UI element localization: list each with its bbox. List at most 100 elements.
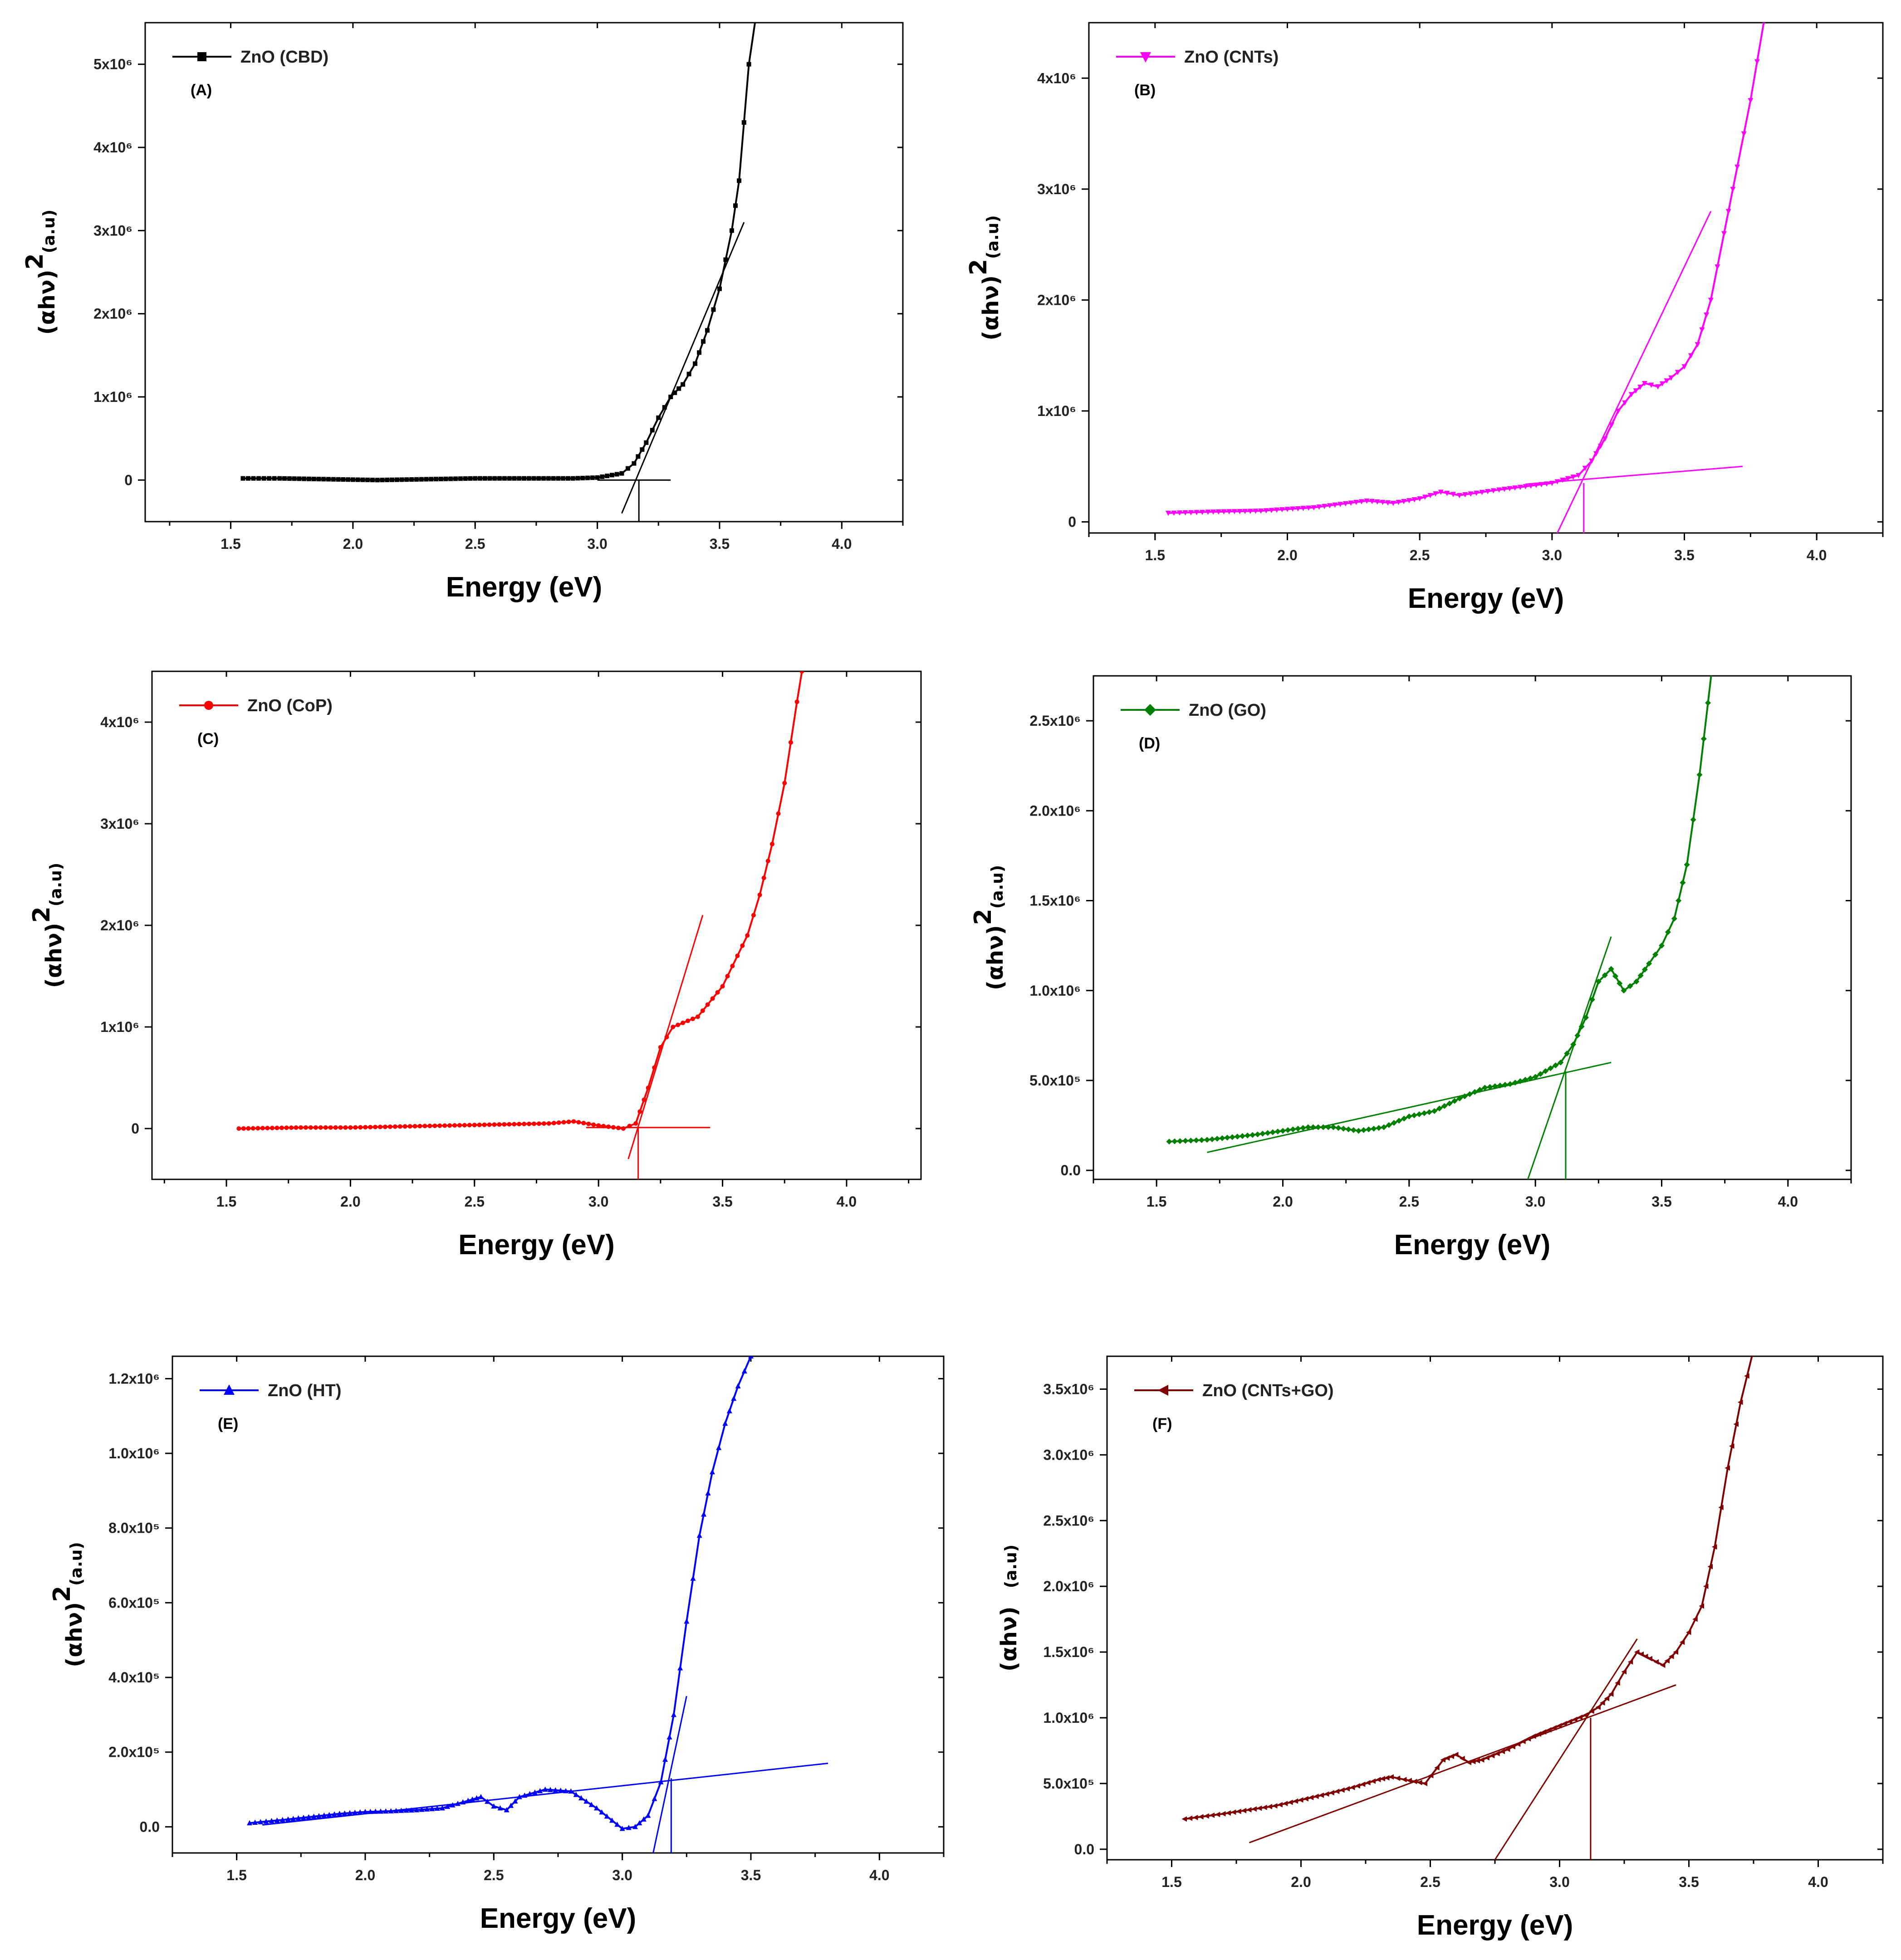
- chart-f-data-point: [1181, 1816, 1187, 1822]
- chart-b-xtick-label: 4.0: [1807, 547, 1827, 563]
- chart-f-data-point: [1329, 1790, 1334, 1796]
- chart-e-data-point: [367, 1808, 373, 1814]
- chart-d-data-point: [1350, 1127, 1357, 1133]
- chart-b-data-point: [1675, 370, 1681, 375]
- chart-a-data-point: [468, 476, 473, 481]
- chart-b-data-point: [1444, 490, 1450, 496]
- chart-d-data-point: [1595, 978, 1602, 985]
- chart-f-data-point: [1384, 1775, 1390, 1781]
- chart-a-data-point: [292, 476, 297, 481]
- chart-c-data-point: [382, 1124, 387, 1129]
- chart-e-data-point: [614, 1821, 620, 1827]
- chart-b-data-point: [1166, 510, 1171, 516]
- chart-d-xtick-label: 1.5: [1146, 1193, 1166, 1210]
- chart-c-data-point: [412, 1124, 417, 1129]
- chart-e-ytick-label: 1.0x10⁶: [108, 1445, 160, 1461]
- chart-f-data-point: [1557, 1723, 1562, 1729]
- chart-b-xtick-label: 2.0: [1277, 547, 1297, 563]
- chart-f-xtick-label: 2.0: [1291, 1874, 1311, 1890]
- chart-d-data-point: [1366, 1126, 1372, 1133]
- chart-d-data-point: [1335, 1125, 1342, 1131]
- chart-e-data-point: [578, 1795, 584, 1800]
- chart-a-data-point: [443, 476, 448, 481]
- chart-e-data-point: [372, 1808, 378, 1814]
- chart-d-frame: [1093, 675, 1852, 1180]
- chart-a-data-point: [487, 476, 492, 481]
- chart-b-data-point: [1182, 510, 1188, 516]
- chart-e-y-axis-title-main: (αhν): [62, 1602, 87, 1667]
- chart-b-data-point: [1385, 500, 1391, 506]
- chart-c-xtick-label: 3.0: [588, 1193, 608, 1210]
- chart-f-data-point: [1567, 1719, 1573, 1725]
- chart-b-data-point: [1565, 476, 1571, 482]
- chart-b-data-point: [1427, 493, 1433, 499]
- chart-a-data-point: [650, 428, 655, 433]
- chart-b-data-point: [1300, 506, 1306, 511]
- chart-d-data-point: [1426, 1109, 1432, 1115]
- chart-f-data-point: [1411, 1779, 1417, 1784]
- chart-c-data-point: [274, 1125, 279, 1130]
- chart-d-data-point: [1665, 929, 1671, 935]
- chart-b-data-point: [1681, 364, 1687, 370]
- chart-c-data-point: [289, 1125, 294, 1130]
- chart-a-data-point: [482, 476, 487, 481]
- chart-a-data-point: [365, 477, 370, 482]
- chart-f-data-point: [1288, 1799, 1293, 1805]
- chart-b-data-point: [1699, 327, 1705, 333]
- chart-c-data-point: [556, 1120, 561, 1125]
- chart-e-data-point: [337, 1811, 343, 1816]
- chart-a-fit-line: [621, 222, 745, 514]
- chart-e-data-point: [357, 1809, 363, 1815]
- chart-b-data-point: [1374, 499, 1380, 505]
- chart-b-xtick-label: 3.5: [1674, 547, 1694, 563]
- chart-f-data-point: [1475, 1758, 1480, 1764]
- chart-c-data-point: [646, 1085, 651, 1090]
- chart-a-data-point: [399, 477, 404, 482]
- chart-b-xtick-label: 1.5: [1145, 547, 1165, 563]
- chart-c-data-point: [462, 1123, 467, 1128]
- chart-f-data-point: [1653, 1659, 1659, 1665]
- chart-b-data-point: [1274, 507, 1280, 513]
- chart-a-data-point: [746, 62, 751, 67]
- chart-d-data-point: [1391, 1120, 1397, 1126]
- chart-f-data-point: [1515, 1741, 1521, 1747]
- chart-c-data-point: [308, 1125, 313, 1130]
- chart-d-data-point: [1659, 943, 1665, 949]
- chart-f-data-point: [1246, 1807, 1252, 1813]
- chart-d-data-point: [1421, 1110, 1427, 1116]
- chart-e-data-point: [508, 1803, 514, 1808]
- chart-c-data-point: [606, 1124, 611, 1129]
- chart-c-data-point: [715, 990, 720, 995]
- chart-c-data-point: [363, 1125, 368, 1130]
- chart-e-xtick-label: 2.0: [355, 1867, 375, 1883]
- chart-b-data-point: [1593, 451, 1599, 457]
- chart-b-data-point: [1456, 493, 1462, 499]
- chart-d-data-point: [1466, 1091, 1473, 1097]
- chart-f-data-point: [1744, 1373, 1749, 1379]
- chart-b-data-point: [1364, 499, 1370, 504]
- chart-e-data-point: [321, 1812, 327, 1818]
- chart-f-data-point: [1615, 1680, 1620, 1686]
- chart-c-data-point: [788, 740, 793, 745]
- chart-a-data-point: [302, 476, 307, 481]
- chart-a-data-point: [502, 476, 507, 481]
- chart-f-data-point: [1669, 1653, 1674, 1659]
- chart-b-data-point: [1422, 494, 1428, 500]
- chart-a-data-point: [625, 466, 630, 471]
- chart-a-data-point: [632, 461, 637, 466]
- chart-f-data-point: [1428, 1773, 1434, 1779]
- chart-d-data-point: [1527, 1075, 1534, 1081]
- chart-c-data-point: [442, 1123, 447, 1128]
- chart-f-data-point: [1638, 1651, 1644, 1657]
- chart-b-data-point: [1258, 508, 1264, 514]
- chart-c-ytick-label: 3x10⁶: [100, 816, 139, 832]
- chart-c-data-point: [799, 671, 804, 674]
- chart-e-data-point: [604, 1813, 610, 1819]
- chart-a-data-point: [350, 477, 355, 482]
- chart-a-data-point: [681, 382, 686, 387]
- chart-a-data-point: [512, 476, 517, 481]
- chart-c-data-point: [246, 1126, 251, 1131]
- chart-e-data-point: [710, 1469, 715, 1475]
- chart-c-ytick-label: 1x10⁶: [100, 1019, 139, 1035]
- chart-b-data-point: [1554, 479, 1560, 485]
